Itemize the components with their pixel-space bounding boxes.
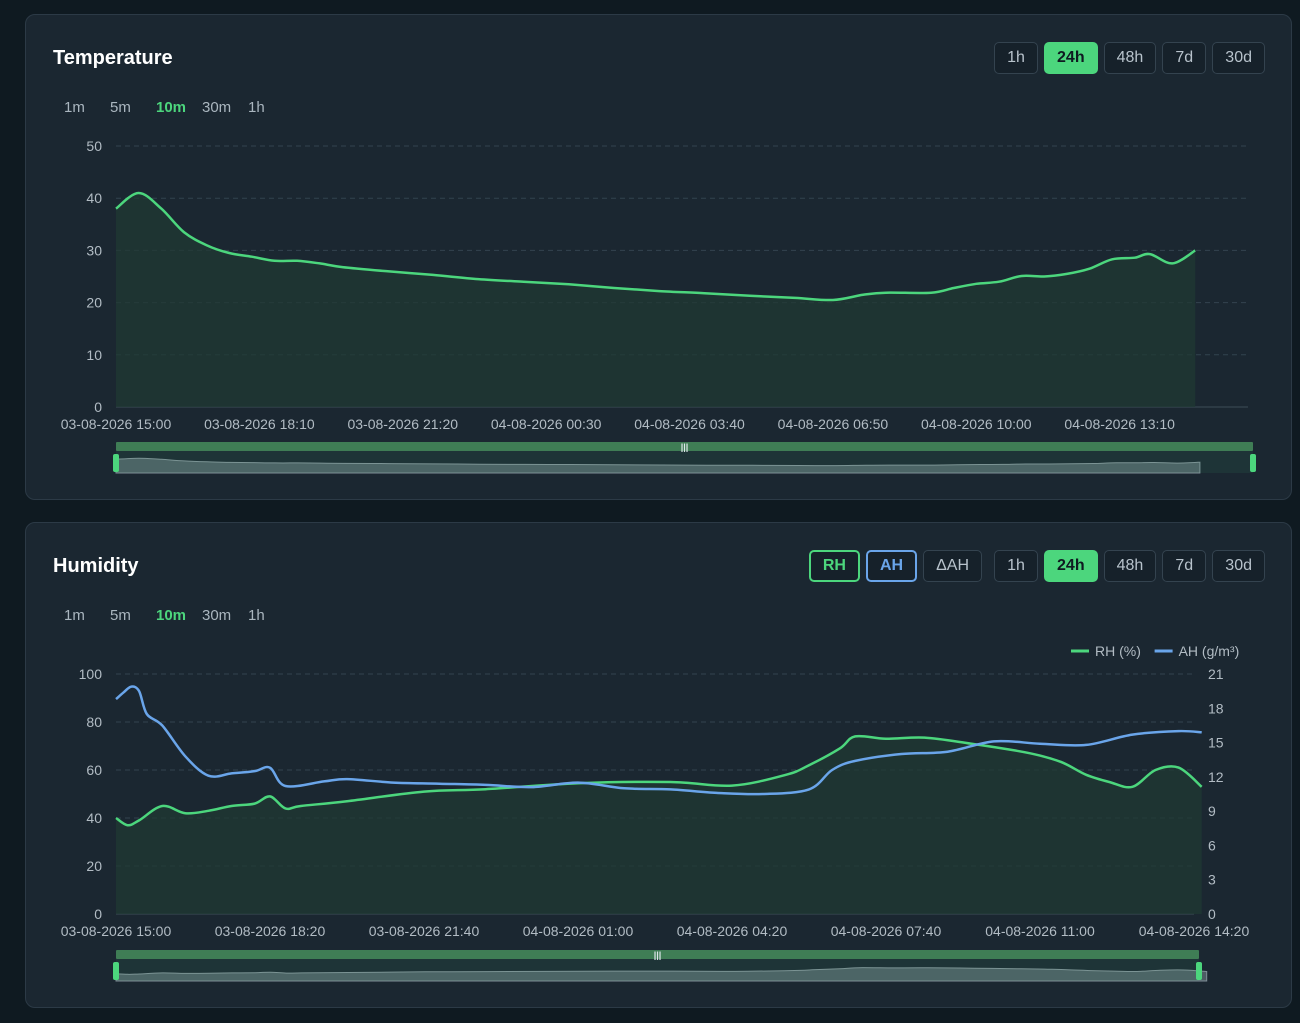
y-tick-label: 20 — [86, 295, 102, 311]
temperature-chart: 0 10 20 30 40 50 03-08-2026 15:00 03-08-2026 18… — [61, 138, 1256, 474]
y-tick-label: 80 — [86, 714, 102, 730]
y2-tick-label: 0 — [1208, 906, 1216, 922]
temperature-title: Temperature — [53, 47, 173, 69]
x-tick-label: 04-08-2026 07:40 — [831, 923, 942, 939]
navigator-handle-right — [1196, 962, 1202, 980]
humidity-range-group: RH AH ΔAH 1h 24h 48h 7d 30d — [808, 550, 1265, 582]
interval-5m[interactable]: 5m — [110, 99, 131, 116]
navigator-preview — [115, 457, 1201, 474]
navigator-grip: ||| — [654, 950, 662, 960]
x-tick-label: 03-08-2026 15:00 — [61, 416, 172, 432]
temperature-panel: Temperature 1h 24h 48h 7d 30d 1m 5m 10m … — [25, 14, 1292, 500]
plot-area: 0 20 40 60 80 100 0 3 6 9 12 15 18 21 03-08-2026 15:00… — [61, 666, 1250, 939]
range-7d-button[interactable]: 7d — [1162, 42, 1207, 74]
legend-label: RH (%) — [1095, 643, 1141, 659]
range-48h-button[interactable]: 48h — [1103, 550, 1157, 582]
plot-area: 0 10 20 30 40 50 03-08-2026 15:00 03-08-2026 18… — [61, 138, 1248, 432]
rh-toggle-button[interactable]: RH — [808, 550, 860, 582]
y2-tick-label: 3 — [1208, 872, 1216, 888]
range-1h-button[interactable]: 1h — [994, 550, 1039, 582]
humidity-panel: Humidity RH AH ΔAH 1h 24h 48h 7d 30d 1m … — [25, 522, 1292, 1008]
humidity-interval-group: 1m 5m 10m 30m 1h — [64, 607, 294, 624]
temperature-range-group: 1h 24h 48h 7d 30d — [994, 42, 1265, 74]
x-tick-label: 04-08-2026 01:00 — [523, 923, 634, 939]
range-24h-button[interactable]: 24h — [1044, 550, 1098, 582]
y-tick-label: 100 — [79, 666, 103, 682]
y2-tick-label: 15 — [1208, 735, 1224, 751]
temperature-interval-group: 1m 5m 10m 30m 1h — [64, 99, 294, 116]
interval-5m[interactable]: 5m — [110, 607, 131, 624]
humidity-title: Humidity — [53, 555, 139, 577]
x-tick-label: 04-08-2026 00:30 — [491, 416, 602, 432]
series-line — [115, 734, 1203, 827]
navigator-scrollbar — [116, 442, 1253, 451]
interval-10m[interactable]: 10m — [156, 607, 187, 624]
y-tick-label: 0 — [94, 906, 102, 922]
series-line — [115, 685, 1202, 796]
series-area — [116, 736, 1202, 914]
x-tick-label: 03-08-2026 18:10 — [204, 416, 315, 432]
y-tick-label: 20 — [86, 858, 102, 874]
y-tick-label: 50 — [86, 138, 102, 154]
ah-toggle-button[interactable]: AH — [865, 550, 918, 582]
interval-30m[interactable]: 30m — [202, 607, 232, 624]
interval-10m[interactable]: 10m — [156, 99, 187, 116]
x-tick-label: 04-08-2026 13:10 — [1064, 416, 1175, 432]
y-tick-label: 40 — [86, 810, 102, 826]
range-1h-button[interactable]: 1h — [994, 42, 1039, 74]
x-tick-label: 03-08-2026 15:00 — [61, 923, 172, 939]
y-tick-label: 30 — [86, 242, 102, 258]
navigator: ||| — [113, 950, 1208, 982]
x-tick-label: 04-08-2026 06:50 — [778, 416, 889, 432]
y-tick-label: 10 — [86, 347, 102, 363]
navigator-selection — [116, 959, 1199, 981]
navigator: ||| — [113, 442, 1256, 474]
y2-tick-label: 18 — [1208, 700, 1224, 716]
navigator-scrollbar — [116, 950, 1199, 959]
interval-30m[interactable]: 30m — [202, 99, 232, 116]
y-tick-label: 0 — [94, 399, 102, 415]
x-tick-label: 04-08-2026 04:20 — [677, 923, 788, 939]
interval-1m[interactable]: 1m — [64, 99, 85, 116]
navigator-grip: ||| — [681, 442, 689, 452]
navigator-selection — [116, 451, 1253, 473]
x-tick-label: 04-08-2026 10:00 — [921, 416, 1032, 432]
y-tick-label: 40 — [86, 190, 102, 206]
x-tick-label: 04-08-2026 03:40 — [634, 416, 745, 432]
x-tick-label: 04-08-2026 11:00 — [985, 923, 1095, 939]
x-tick-label: 04-08-2026 14:20 — [1139, 923, 1250, 939]
y-tick-label: 60 — [86, 762, 102, 778]
range-30d-button[interactable]: 30d — [1212, 42, 1265, 74]
interval-1m[interactable]: 1m — [64, 607, 85, 624]
range-30d-button[interactable]: 30d — [1212, 550, 1265, 582]
legend-label: AH (g/m³) — [1179, 643, 1240, 659]
chart-legend: RH (%) AH (g/m³) — [1071, 643, 1239, 659]
humidity-chart: 0 20 40 60 80 100 0 3 6 9 12 15 18 21 03-08-2026 15:00… — [61, 643, 1250, 982]
y2-tick-label: 12 — [1208, 769, 1224, 785]
y2-tick-label: 9 — [1208, 803, 1216, 819]
y2-tick-label: 6 — [1208, 837, 1216, 853]
interval-1h[interactable]: 1h — [248, 99, 265, 116]
series-line — [115, 191, 1196, 302]
navigator-preview — [115, 967, 1208, 982]
x-tick-label: 03-08-2026 18:20 — [215, 923, 326, 939]
range-7d-button[interactable]: 7d — [1162, 550, 1207, 582]
range-48h-button[interactable]: 48h — [1103, 42, 1157, 74]
x-tick-label: 03-08-2026 21:40 — [369, 923, 480, 939]
x-tick-label: 03-08-2026 21:20 — [347, 416, 458, 432]
range-24h-button[interactable]: 24h — [1044, 42, 1098, 74]
y2-tick-label: 21 — [1208, 666, 1224, 682]
navigator-handle-left — [113, 454, 119, 472]
navigator-handle-right — [1250, 454, 1256, 472]
delta-ah-toggle-button[interactable]: ΔAH — [923, 550, 983, 582]
interval-1h[interactable]: 1h — [248, 607, 265, 624]
navigator-handle-left — [113, 962, 119, 980]
series-area — [116, 193, 1196, 407]
